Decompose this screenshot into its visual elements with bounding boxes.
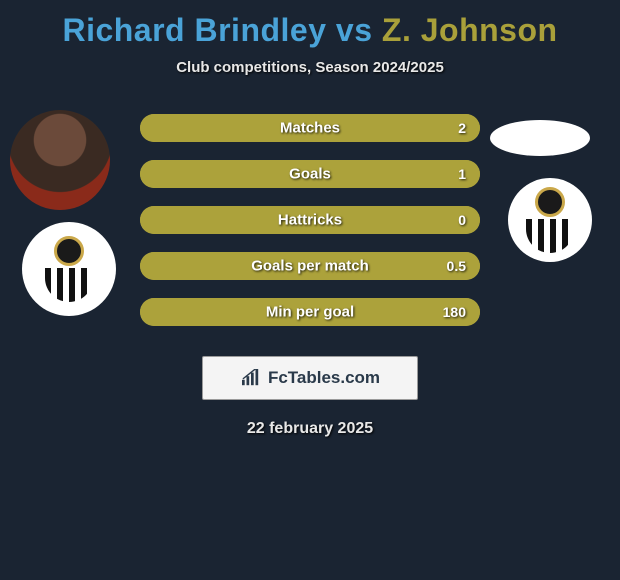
club-crest-icon: [508, 178, 592, 262]
stat-bar: Goals per match 0.5: [140, 252, 480, 280]
bar-value: 1: [458, 166, 466, 182]
stat-bar: Hattricks 0: [140, 206, 480, 234]
title-player1: Richard Brindley: [62, 12, 326, 48]
bar-value: 0.5: [447, 258, 466, 274]
bar-value: 0: [458, 212, 466, 228]
player2-club-crest: [508, 178, 592, 262]
stat-bar: Min per goal 180: [140, 298, 480, 326]
comparison-bars: Matches 2 Goals 1 Hattricks 0 Goals per match 0…: [140, 114, 480, 326]
bar-label: Goals per match: [251, 258, 369, 275]
bar-label: Hattricks: [278, 212, 342, 229]
club-crest-icon: [22, 222, 116, 316]
player-silhouette-icon: [10, 110, 110, 210]
bar-value: 180: [443, 304, 466, 320]
watermark: FcTables.com: [202, 356, 418, 400]
watermark-text: FcTables.com: [268, 368, 380, 388]
date: 22 february 2025: [0, 420, 620, 438]
title-vs: vs: [336, 12, 373, 48]
title-player2: Z. Johnson: [382, 12, 558, 48]
bar-label: Goals: [289, 166, 331, 183]
subtitle: Club competitions, Season 2024/2025: [0, 59, 620, 76]
page-title: Richard Brindley vs Z. Johnson: [0, 8, 620, 59]
bar-label: Min per goal: [266, 304, 354, 321]
bar-chart-icon: [240, 369, 262, 387]
stat-bar: Goals 1: [140, 160, 480, 188]
player2-photo: [490, 120, 590, 156]
stat-bar: Matches 2: [140, 114, 480, 142]
bar-value: 2: [458, 120, 466, 136]
bar-label: Matches: [280, 120, 340, 137]
player1-club-crest: [22, 222, 116, 316]
player1-photo: [10, 110, 110, 210]
